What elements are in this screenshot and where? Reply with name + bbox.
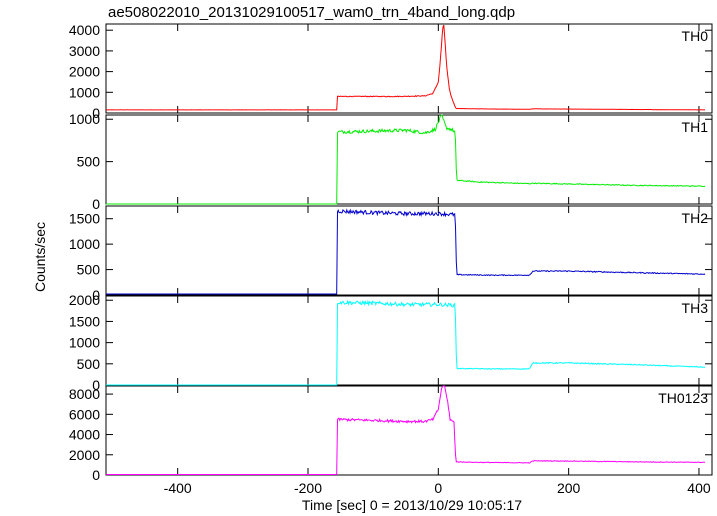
- y-tick-label: 2000: [69, 64, 100, 80]
- y-tick-label: 2000: [69, 292, 100, 308]
- y-tick-label: 2000: [69, 447, 100, 463]
- panel-th0: 0 1000 2000 3000 4000 TH0: [69, 22, 713, 121]
- y-axis-label: Counts/sec: [32, 222, 48, 292]
- y-tick-label: 0: [92, 105, 100, 121]
- y-tick-label: 1500: [69, 313, 100, 329]
- series-line-th1: [106, 114, 706, 205]
- y-tick-label: 4000: [69, 22, 100, 38]
- y-tick-label: 1000: [69, 236, 100, 252]
- x-tick-label: 0: [434, 480, 442, 496]
- x-axis-label: Time [sec] 0 = 2013/10/29 10:05:17: [302, 497, 522, 513]
- y-tick-label: 6000: [69, 406, 100, 422]
- y-tick-label: 1000: [69, 335, 100, 351]
- panel-label: TH1: [682, 119, 709, 135]
- series-line-th2: [106, 208, 706, 295]
- panel-frame: [105, 114, 713, 205]
- y-tick-label: 500: [77, 154, 101, 170]
- series-line-th3: [106, 299, 706, 386]
- x-tick-label: 200: [557, 480, 581, 496]
- chart-title: ae508022010_20131029100517_wam0_trn_4ban…: [108, 4, 515, 21]
- y-tick-label: 500: [77, 356, 101, 372]
- x-tick-label: -200: [294, 480, 322, 496]
- panel-th1: 0 500 1000 TH1: [69, 111, 713, 212]
- panel-label: TH3: [682, 300, 709, 316]
- panel-th3: 0 500 1000 1500 2000 TH3: [69, 292, 713, 393]
- x-tick-label: 400: [687, 480, 711, 496]
- y-tick-label: 500: [77, 262, 101, 278]
- panel-th0123: 0 2000 4000 6000 8000 TH0123: [69, 385, 713, 483]
- x-tick-label: -400: [164, 480, 192, 496]
- panel-label: TH0: [682, 28, 709, 44]
- y-tick-label: 0: [92, 377, 100, 393]
- y-tick-label: 4000: [69, 427, 100, 443]
- panel-label: TH0123: [658, 390, 708, 406]
- y-tick-label: 0: [92, 467, 100, 483]
- series-line-th0: [106, 24, 706, 111]
- y-tick-label: 8000: [69, 386, 100, 402]
- y-tick-label: 0: [92, 196, 100, 212]
- y-tick-label: 3000: [69, 43, 100, 59]
- panel-frame: [105, 23, 713, 114]
- y-tick-label: 1500: [69, 211, 100, 227]
- panel-label: TH2: [682, 210, 709, 226]
- panel-frame: [105, 205, 713, 296]
- panel-frame: [105, 385, 713, 476]
- y-tick-label: 1000: [69, 84, 100, 100]
- panel-frame: [105, 295, 713, 386]
- series-line-th0123: [106, 385, 705, 475]
- y-tick-label: 1000: [69, 111, 100, 127]
- panel-th2: 0 500 1000 1500 TH2: [69, 205, 713, 303]
- y-tick-label: 0: [92, 287, 100, 303]
